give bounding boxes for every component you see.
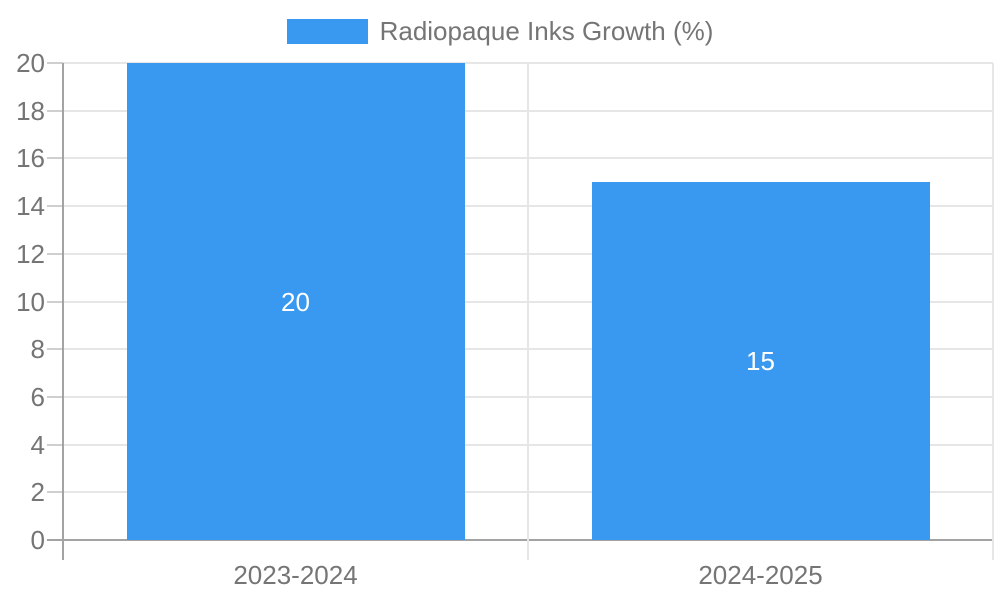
y-tick-mark: [47, 491, 63, 494]
x-tick-label: 2024-2025: [698, 560, 823, 590]
y-axis-line: [62, 63, 64, 560]
y-tick-label: 0: [30, 525, 45, 555]
y-tick-mark: [47, 157, 63, 160]
y-tick-label: 14: [16, 191, 45, 222]
y-tick-mark: [47, 62, 63, 64]
y-tick-mark: [47, 395, 63, 398]
legend-swatch: [286, 18, 368, 44]
y-tick-label: 18: [16, 95, 45, 126]
y-tick-label: 2: [30, 477, 45, 508]
y-tick-label: 6: [30, 381, 45, 412]
y-tick-label: 4: [30, 429, 45, 460]
y-tick-mark: [47, 300, 63, 303]
y-tick-label: 16: [16, 143, 45, 174]
y-tick-mark: [47, 443, 63, 446]
y-tick-label: 10: [16, 286, 45, 317]
plot-right-border: [992, 63, 994, 560]
y-tick-mark: [47, 252, 63, 255]
y-tick-mark: [47, 109, 63, 112]
category-divider-line: [527, 63, 529, 560]
y-tick-label: 8: [30, 334, 45, 365]
y-tick-mark: [47, 348, 63, 351]
bar[interactable]: [591, 182, 930, 540]
bar-value-label: 20: [281, 286, 310, 317]
bar[interactable]: [126, 63, 465, 540]
y-tick-mark: [47, 539, 63, 541]
x-tick-label: 2023-2024: [233, 560, 358, 590]
legend-label: Radiopaque Inks Growth (%): [379, 16, 714, 46]
y-tick-mark: [47, 205, 63, 208]
bar-value-label: 15: [746, 346, 775, 377]
y-tick-label: 20: [16, 48, 45, 78]
y-tick-label: 12: [16, 238, 45, 269]
legend: Radiopaque Inks Growth (%): [0, 17, 1000, 45]
